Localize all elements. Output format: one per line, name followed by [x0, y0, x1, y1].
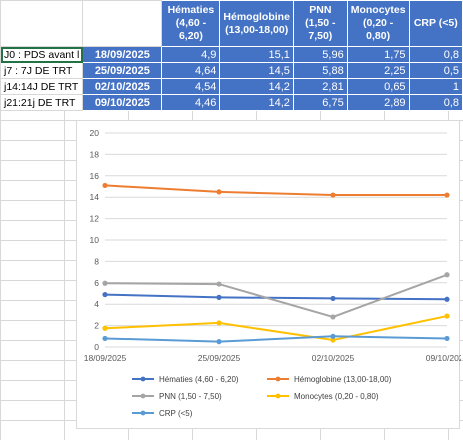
y-tick-label: 6: [94, 278, 99, 288]
series-line: [104, 293, 448, 301]
header-hematies[interactable]: Hématies (4,60 - 6,20): [161, 0, 221, 47]
legend-marker: [275, 393, 281, 399]
legend-marker: [275, 376, 281, 382]
series-line: [104, 335, 448, 343]
date-cell[interactable]: 02/10/2025: [82, 78, 163, 95]
y-tick-label: 2: [94, 321, 99, 331]
table-row: j7 : 7J DE TRT 25/09/2025 4,64 14,5 5,88…: [0, 62, 463, 79]
value-cell[interactable]: 0,8: [408, 94, 463, 111]
value-cell[interactable]: 1: [408, 78, 463, 95]
data-point: [216, 320, 222, 326]
row-label-cell[interactable]: j21:21j DE TRT: [0, 94, 84, 111]
data-point: [444, 192, 450, 198]
x-tick-label: 02/10/2025: [312, 353, 355, 363]
y-tick-label: 20: [90, 128, 100, 138]
data-point: [102, 280, 108, 286]
date-cell[interactable]: 09/10/2025: [82, 94, 163, 111]
legend-label: CRP (<5): [159, 409, 193, 418]
y-tick-label: 4: [94, 299, 99, 309]
value-cell[interactable]: 14,5: [219, 62, 294, 79]
value-cell[interactable]: 14,2: [219, 94, 294, 111]
legend-marker: [140, 393, 146, 399]
date-cell[interactable]: 18/09/2025: [82, 46, 163, 63]
data-point: [330, 314, 336, 320]
data-point: [102, 325, 108, 331]
header-crp[interactable]: CRP (<5): [408, 0, 463, 47]
data-table: Hématies (4,60 - 6,20) Hémoglobine (13,0…: [0, 0, 463, 111]
row-label-cell[interactable]: j7 : 7J DE TRT: [0, 62, 84, 79]
data-point: [216, 189, 222, 195]
y-tick-label: 16: [90, 171, 100, 181]
y-tick-label: 0: [94, 342, 99, 352]
data-point: [330, 192, 336, 198]
data-point: [444, 296, 450, 302]
header-row: Hématies (4,60 - 6,20) Hémoglobine (13,0…: [0, 0, 463, 47]
value-cell[interactable]: 5,88: [292, 62, 348, 79]
data-point: [444, 335, 450, 342]
legend-marker: [140, 410, 146, 416]
value-cell[interactable]: 0,65: [346, 78, 410, 95]
line-chart-container[interactable]: 0 2 4 6 8 10 12 14 16 18 20 18/09/2025 25/09/2025 02/…: [76, 120, 461, 429]
x-tick-label: 25/09/2025: [198, 353, 241, 363]
data-point: [330, 337, 336, 343]
value-cell[interactable]: 0,8: [408, 46, 463, 63]
row-label-cell[interactable]: J0 : PDS avant l: [0, 46, 84, 63]
table-row: J0 : PDS avant l 18/09/2025 4,9 15,1 5,9…: [0, 46, 463, 63]
data-point: [216, 294, 222, 300]
value-cell[interactable]: 1,75: [346, 46, 410, 63]
value-cell[interactable]: 6,75: [292, 94, 348, 111]
y-tick-label: 18: [90, 149, 100, 159]
y-tick-label: 12: [90, 214, 100, 224]
y-tick-label: 14: [90, 192, 100, 202]
line-chart: 0 2 4 6 8 10 12 14 16 18 20 18/09/2025 25/09/2025 02/…: [84, 128, 461, 418]
y-tick-label: 10: [90, 235, 100, 245]
value-cell[interactable]: 4,54: [161, 78, 221, 95]
header-cell-empty[interactable]: [82, 0, 163, 47]
data-point: [102, 182, 108, 189]
legend-marker: [140, 376, 146, 382]
data-point: [330, 295, 336, 302]
value-cell[interactable]: 4,46: [161, 94, 221, 111]
value-cell[interactable]: 5,96: [292, 46, 348, 63]
legend-label: PNN (1,50 - 7,50): [159, 392, 222, 401]
data-point: [216, 281, 222, 287]
value-cell[interactable]: 14,2: [219, 78, 294, 95]
value-cell[interactable]: 4,9: [161, 46, 221, 63]
header-cell-empty[interactable]: [0, 0, 84, 47]
series-line: [104, 273, 448, 318]
series-line: [104, 315, 448, 342]
y-tick-label: 8: [94, 256, 99, 266]
value-cell[interactable]: 15,1: [219, 46, 294, 63]
row-label-cell[interactable]: j14:14J DE TRT: [0, 78, 84, 95]
header-hemoglobine[interactable]: Hémoglobine (13,00-18,00): [219, 0, 294, 47]
header-monocytes[interactable]: Monocytes (0,20 - 0,80): [346, 0, 410, 47]
data-point: [216, 339, 222, 345]
legend-label: Monocytes (0,20 - 0,80): [294, 392, 379, 401]
series-line: [104, 184, 447, 197]
legend-label: Hémoglobine (13,00-18,00): [294, 375, 392, 384]
header-pnn[interactable]: PNN (1,50 - 7,50): [292, 0, 348, 47]
x-tick-label: 18/09/2025: [84, 353, 127, 363]
data-point: [444, 272, 450, 278]
data-point: [444, 313, 450, 319]
data-point: [102, 291, 108, 298]
date-cell[interactable]: 25/09/2025: [82, 62, 163, 79]
value-cell[interactable]: 0,5: [408, 62, 463, 79]
x-tick-label: 09/10/2025: [426, 353, 461, 363]
data-point: [102, 335, 108, 342]
value-cell[interactable]: 2,81: [292, 78, 348, 95]
table-row: j14:14J DE TRT 02/10/2025 4,54 14,2 2,81…: [0, 78, 463, 95]
value-cell[interactable]: 2,25: [346, 62, 410, 79]
value-cell[interactable]: 4,64: [161, 62, 221, 79]
value-cell[interactable]: 2,89: [346, 94, 410, 111]
table-row: j21:21j DE TRT 09/10/2025 4,46 14,2 6,75…: [0, 94, 463, 111]
data-point: [330, 333, 336, 339]
legend-label: Hématies (4,60 - 6,20): [159, 375, 239, 384]
